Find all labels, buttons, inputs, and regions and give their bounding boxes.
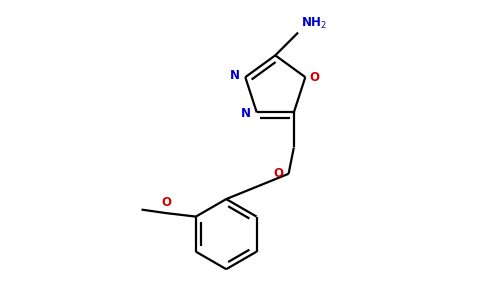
Text: NH$_2$: NH$_2$ <box>301 16 327 31</box>
Text: N: N <box>241 107 251 120</box>
Text: N: N <box>230 69 240 82</box>
Text: O: O <box>161 196 171 208</box>
Text: O: O <box>309 71 319 84</box>
Text: O: O <box>273 167 284 180</box>
